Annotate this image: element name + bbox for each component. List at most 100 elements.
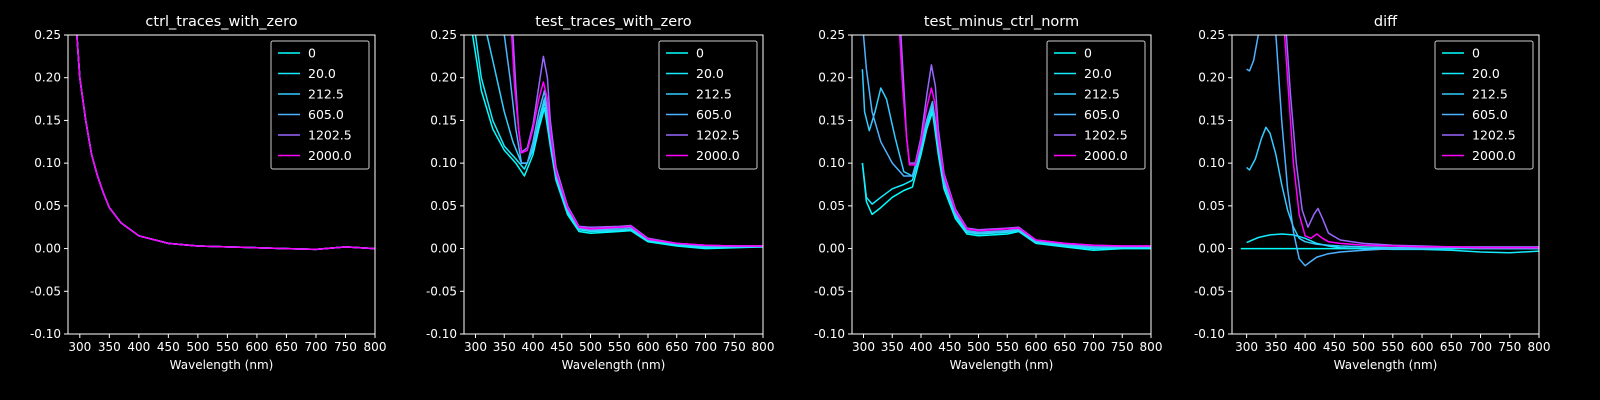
x-tick-label: 750 <box>334 340 357 354</box>
x-tick-label: 800 <box>752 340 775 354</box>
x-tick-label: 300 <box>68 340 91 354</box>
x-tick-label: 350 <box>1264 340 1287 354</box>
y-tick-label: 0.15 <box>34 113 61 127</box>
y-tick-label: 0.00 <box>818 242 845 256</box>
y-tick-label: 0.20 <box>34 71 61 85</box>
legend-entry: 20.0 <box>308 66 336 81</box>
y-tick-label: 0.00 <box>430 242 457 256</box>
x-tick-label: 500 <box>967 340 990 354</box>
axes-frame <box>67 34 376 335</box>
legend-entry: 20.0 <box>1084 66 1112 81</box>
y-tick-label: 0.10 <box>1198 156 1225 170</box>
x-axis-label: Wavelength (nm) <box>950 358 1054 372</box>
legend-entry: 1202.5 <box>696 128 740 143</box>
legend-entry: 1202.5 <box>1084 128 1128 143</box>
legend-entry: 0 <box>696 46 704 61</box>
legend-entry: 212.5 <box>696 87 732 102</box>
x-tick-label: 750 <box>723 340 746 354</box>
legend: 0 20.0 212.5 605.0 1202.5 2000.0 <box>270 40 370 170</box>
axes-frame <box>1231 34 1540 335</box>
x-tick-label: 350 <box>881 340 904 354</box>
y-tick-label: 0.25 <box>818 28 845 42</box>
panel-4: 300 350 400 450 500 550 600 650 700 750 800 -0.10 -0… <box>1194 14 1551 372</box>
y-tick-label: 0.20 <box>818 71 845 85</box>
legend-entry: 0 <box>308 46 316 61</box>
x-tick-label: 550 <box>1381 340 1404 354</box>
series-group <box>76 35 375 251</box>
y-tick-label: 0.00 <box>34 242 61 256</box>
y-tick-label: 0.20 <box>1198 71 1225 85</box>
series-group <box>471 35 763 250</box>
x-tick-label: 400 <box>127 340 150 354</box>
x-tick-label: 450 <box>550 340 573 354</box>
x-tick-label: 600 <box>637 340 660 354</box>
axes-frame <box>851 34 1152 335</box>
y-tick-label: 0.15 <box>818 113 845 127</box>
legend: 0 20.0 212.5 605.0 1202.5 2000.0 <box>658 40 758 170</box>
x-tick-label: 350 <box>98 340 121 354</box>
legend: 0 20.0 212.5 605.0 1202.5 2000.0 <box>1434 40 1534 170</box>
series-line-2000.0 <box>1283 35 1539 249</box>
legend-entry: 20.0 <box>1472 66 1500 81</box>
x-tick-label: 650 <box>665 340 688 354</box>
legend-entry: 0 <box>1472 46 1480 61</box>
x-tick-label: 700 <box>1082 340 1105 354</box>
x-tick-label: 500 <box>1352 340 1375 354</box>
x-tick-label: 650 <box>275 340 298 354</box>
legend: 0 20.0 212.5 605.0 1202.5 2000.0 <box>1046 40 1146 170</box>
x-tick-label: 500 <box>186 340 209 354</box>
legend-entry: 0 <box>1084 46 1092 61</box>
panel-1: 300 350 400 450 500 550 600 650 700 750 800 -0.10 -0… <box>30 14 387 372</box>
x-tick-label: 400 <box>910 340 933 354</box>
x-tick-label: 600 <box>1411 340 1434 354</box>
axes-frame <box>463 34 764 335</box>
y-tick-label: 0.20 <box>430 71 457 85</box>
series-line-605.0 <box>1246 35 1539 267</box>
y-tick-label: 0.25 <box>430 28 457 42</box>
series-line-2000.0 <box>76 35 375 251</box>
series-line-2000.0 <box>898 35 1151 247</box>
panel-title: test_minus_ctrl_norm <box>924 14 1079 30</box>
legend-entry: 2000.0 <box>1472 148 1516 163</box>
legend-entry: 605.0 <box>696 107 732 122</box>
y-tick-label: -0.10 <box>426 327 457 341</box>
legend-entry: 20.0 <box>696 66 724 81</box>
y-tick-label: 0.05 <box>34 199 61 213</box>
x-tick-label: 750 <box>1111 340 1134 354</box>
y-tick-label: -0.05 <box>1194 284 1225 298</box>
series-line-20.0 <box>474 35 763 249</box>
series-group <box>861 35 1151 252</box>
legend-entry: 1202.5 <box>308 128 352 143</box>
x-tick-label: 400 <box>1294 340 1317 354</box>
x-tick-label: 600 <box>245 340 268 354</box>
y-tick-label: 0.15 <box>430 113 457 127</box>
y-tick-label: -0.10 <box>1194 327 1225 341</box>
x-tick-label: 450 <box>157 340 180 354</box>
x-tick-label: 350 <box>493 340 516 354</box>
panel-title: ctrl_traces_with_zero <box>145 14 297 30</box>
x-axis-label: Wavelength (nm) <box>1334 358 1438 372</box>
legend-entry: 605.0 <box>308 107 344 122</box>
y-tick-label: 0.15 <box>1198 113 1225 127</box>
legend-entry: 212.5 <box>1472 87 1508 102</box>
legend-entry: 2000.0 <box>1084 148 1128 163</box>
series-line-20.0 <box>1246 233 1539 254</box>
series-line-212.5 <box>486 35 763 248</box>
legend-entry: 605.0 <box>1472 107 1508 122</box>
y-tick-label: 0.05 <box>430 199 457 213</box>
y-tick-label: -0.05 <box>814 284 845 298</box>
y-tick-label: -0.10 <box>814 327 845 341</box>
x-tick-label: 800 <box>364 340 387 354</box>
y-tick-label: 0.25 <box>34 28 61 42</box>
x-tick-label: 300 <box>852 340 875 354</box>
panel-title: diff <box>1374 14 1398 30</box>
x-tick-label: 700 <box>1469 340 1492 354</box>
x-tick-label: 650 <box>1053 340 1076 354</box>
y-tick-label: 0.10 <box>818 156 845 170</box>
x-tick-label: 800 <box>1528 340 1551 354</box>
x-tick-label: 400 <box>522 340 545 354</box>
y-tick-label: 0.10 <box>430 156 457 170</box>
y-tick-label: 0.10 <box>34 156 61 170</box>
